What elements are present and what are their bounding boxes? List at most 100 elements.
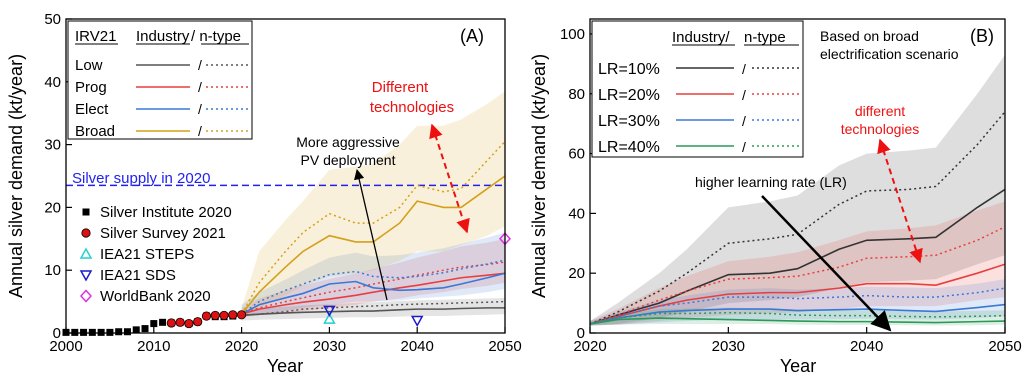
panel-b-legend-slash-lr-40-: / (742, 139, 746, 155)
marker-silver-institute-2020 (150, 320, 158, 328)
panel-a-x-tick-label: 2000 (49, 338, 82, 355)
panel-a-deployment-annotation-line2: PV deployment (301, 152, 396, 168)
marker-silver-survey-2021 (228, 310, 238, 320)
marker-silver-institute-2020 (159, 318, 167, 326)
panel-a-legend-label-elect: Elect (75, 101, 109, 118)
marker-silver-survey-2021 (210, 310, 220, 321)
panel-a-legend-slash-prog: / (198, 79, 202, 95)
panel-a-legend-slash-elect: / (198, 101, 202, 117)
marker-silver-institute-2020 (141, 325, 149, 333)
panel-a-legend-header-scenario: IRV21 (75, 28, 116, 45)
marker-iea21-sds (323, 305, 336, 317)
panel-a-line-prog-industry (241, 272, 505, 315)
marker-iea21-sds (410, 315, 424, 327)
panel-a-deployment-annotation-line1: More aggressive (296, 134, 400, 150)
panel-b-learning-rate-annotation: higher learning rate (LR) (695, 174, 847, 190)
panel-b-legend-box (591, 20, 804, 158)
panel-b-y-axis-label: Annual silver demand (kt/year) (529, 54, 549, 298)
panel-b-y-tick-label: 20 (568, 265, 585, 282)
panel-b-line-lr-20--ntype (590, 226, 1005, 325)
panel-a-x-tick-label: 2020 (225, 338, 258, 355)
panel-b-technologies-annotation-line1: different (855, 103, 905, 119)
marker-iea21-steps (323, 312, 336, 324)
panel-a-y-tick-label: 10 (44, 262, 61, 279)
marker-legend-symbol-silver-institute-2020 (82, 208, 90, 216)
panel-b-technologies-arrow (877, 138, 923, 264)
marker-silver-survey-2021 (184, 318, 194, 329)
panel-a-x-tick-label: 2040 (401, 338, 434, 355)
panel-b-line-lr-40--industry (590, 317, 1005, 325)
panel-a-y-axis-label: Annual silver demand (kt/year) (6, 54, 26, 298)
panel-b-series-lines (590, 111, 1005, 325)
panel-a-label: (A) (460, 26, 484, 46)
panel-b-learning-rate-arrow (761, 195, 892, 332)
panel-b-legend-slash-lr-10-: / (742, 61, 746, 77)
panel-b-y-tick-label: 60 (568, 146, 585, 163)
panel-b-legend-slash-lr-20-: / (742, 87, 746, 103)
panel-b-legend-label-lr-10-: LR=10% (598, 61, 660, 78)
panel-a-legend-label-prog: Prog (75, 79, 107, 96)
panel-a-legend-header-ntype: / n-type (191, 28, 241, 45)
panel-b-x-tick-label: 2020 (573, 338, 606, 355)
panel-b-label: (B) (970, 26, 994, 46)
marker-silver-institute-2020 (123, 328, 131, 336)
panel-a-band-low (241, 297, 505, 321)
panel-b-frame (589, 18, 1006, 334)
marker-legend-symbol-iea21-sds (79, 270, 93, 282)
panel-a-frame (65, 18, 506, 334)
marker-legend-label-silver-survey-2021: Silver Survey 2021 (100, 225, 226, 242)
marker-silver-institute-2020 (115, 328, 123, 336)
panel-a-marker-legend: Silver Institute 2020 Silver Survey 2021 I… (79, 204, 232, 305)
panel-a-y-tick-label: 50 (44, 11, 61, 28)
marker-legend-label-worldbank-2020: WorldBank 2020 (100, 288, 211, 305)
panel-b-legend: Industry/ n-type LR=10%/LR=20%/LR=30%/LR… (591, 20, 804, 158)
panel-a-x-tick-label: 2030 (313, 338, 346, 355)
panel-b-x-axis-label: Year (780, 356, 816, 376)
marker-silver-survey-2021 (201, 311, 212, 321)
panel-a-y-tick-label: 40 (44, 74, 61, 91)
panel-a-band-elect (241, 232, 505, 318)
panel-a-legend-slash-low: / (198, 57, 202, 73)
panel-b-y-tick-label: 0 (577, 325, 585, 342)
panel-b-legend-label-lr-30-: LR=30% (598, 113, 660, 130)
marker-legend-label-iea21-sds: IEA21 SDS (100, 267, 176, 284)
panel-a-x-tick-label: 2050 (488, 338, 521, 355)
panel-b-y-tick-label: 40 (568, 205, 585, 222)
panel-b-band-lr-40- (590, 307, 1005, 326)
panel-a-legend: IRV21 Industry / n-type Low / Prog / Elect / B… (67, 20, 253, 140)
marker-silver-survey-2021 (219, 310, 229, 321)
panel-a-legend-label-low: Low (75, 57, 103, 74)
panel-b-line-lr-40--ntype (590, 311, 1005, 325)
panel-a-uncertainty-bands (241, 91, 505, 321)
panel-b-line-lr-30--ntype (590, 287, 1005, 325)
marker-silver-survey-2021 (193, 317, 203, 327)
panel-a-legend-header-industry: Industry (136, 28, 190, 45)
panel-a-x-axis-label: Year (267, 356, 303, 376)
panel-a-band-prog (241, 238, 505, 318)
panel-a-legend-label-broad: Broad (75, 123, 115, 140)
panel-a-legend-box (67, 20, 253, 140)
panel-b-x-tick-label: 2050 (988, 338, 1021, 355)
marker-legend-label-iea21-steps: IEA21 STEPS (100, 246, 194, 263)
marker-silver-survey-2021 (175, 317, 185, 327)
panel-a-y-tick-label: 20 (44, 199, 61, 216)
marker-silver-survey-2021 (237, 310, 247, 320)
panel-b-legend-label-lr-40-: LR=40% (598, 139, 660, 156)
panel-a-technologies-annotation-line2: technologies (370, 99, 454, 116)
marker-legend-symbol-iea21-steps (79, 247, 93, 259)
panel-a-legend-rows: Low / Prog / Elect / Broad / (75, 57, 249, 140)
panel-b-scenario-annotation-line2: electrification scenario (820, 46, 959, 62)
panel-a-deployment-arrow (354, 168, 388, 301)
panel-a-y-tick-label: 30 (44, 137, 61, 154)
panel-a-legend-slash-broad: / (198, 123, 202, 139)
panel-b-line-lr-30--industry (590, 303, 1005, 325)
panel-a-line-broad-ntype (240, 140, 505, 315)
panel-b-legend-header-ntype: n-type (744, 29, 786, 46)
marker-legend-symbol-silver-survey-2021 (81, 228, 91, 238)
panel-a-technologies-annotation-line1: Different (372, 79, 429, 96)
marker-legend-label-silver-institute-2020: Silver Institute 2020 (100, 204, 232, 221)
panel-a-line-elect-ntype (241, 259, 505, 315)
panel-b-x-tick-label: 2030 (712, 338, 745, 355)
